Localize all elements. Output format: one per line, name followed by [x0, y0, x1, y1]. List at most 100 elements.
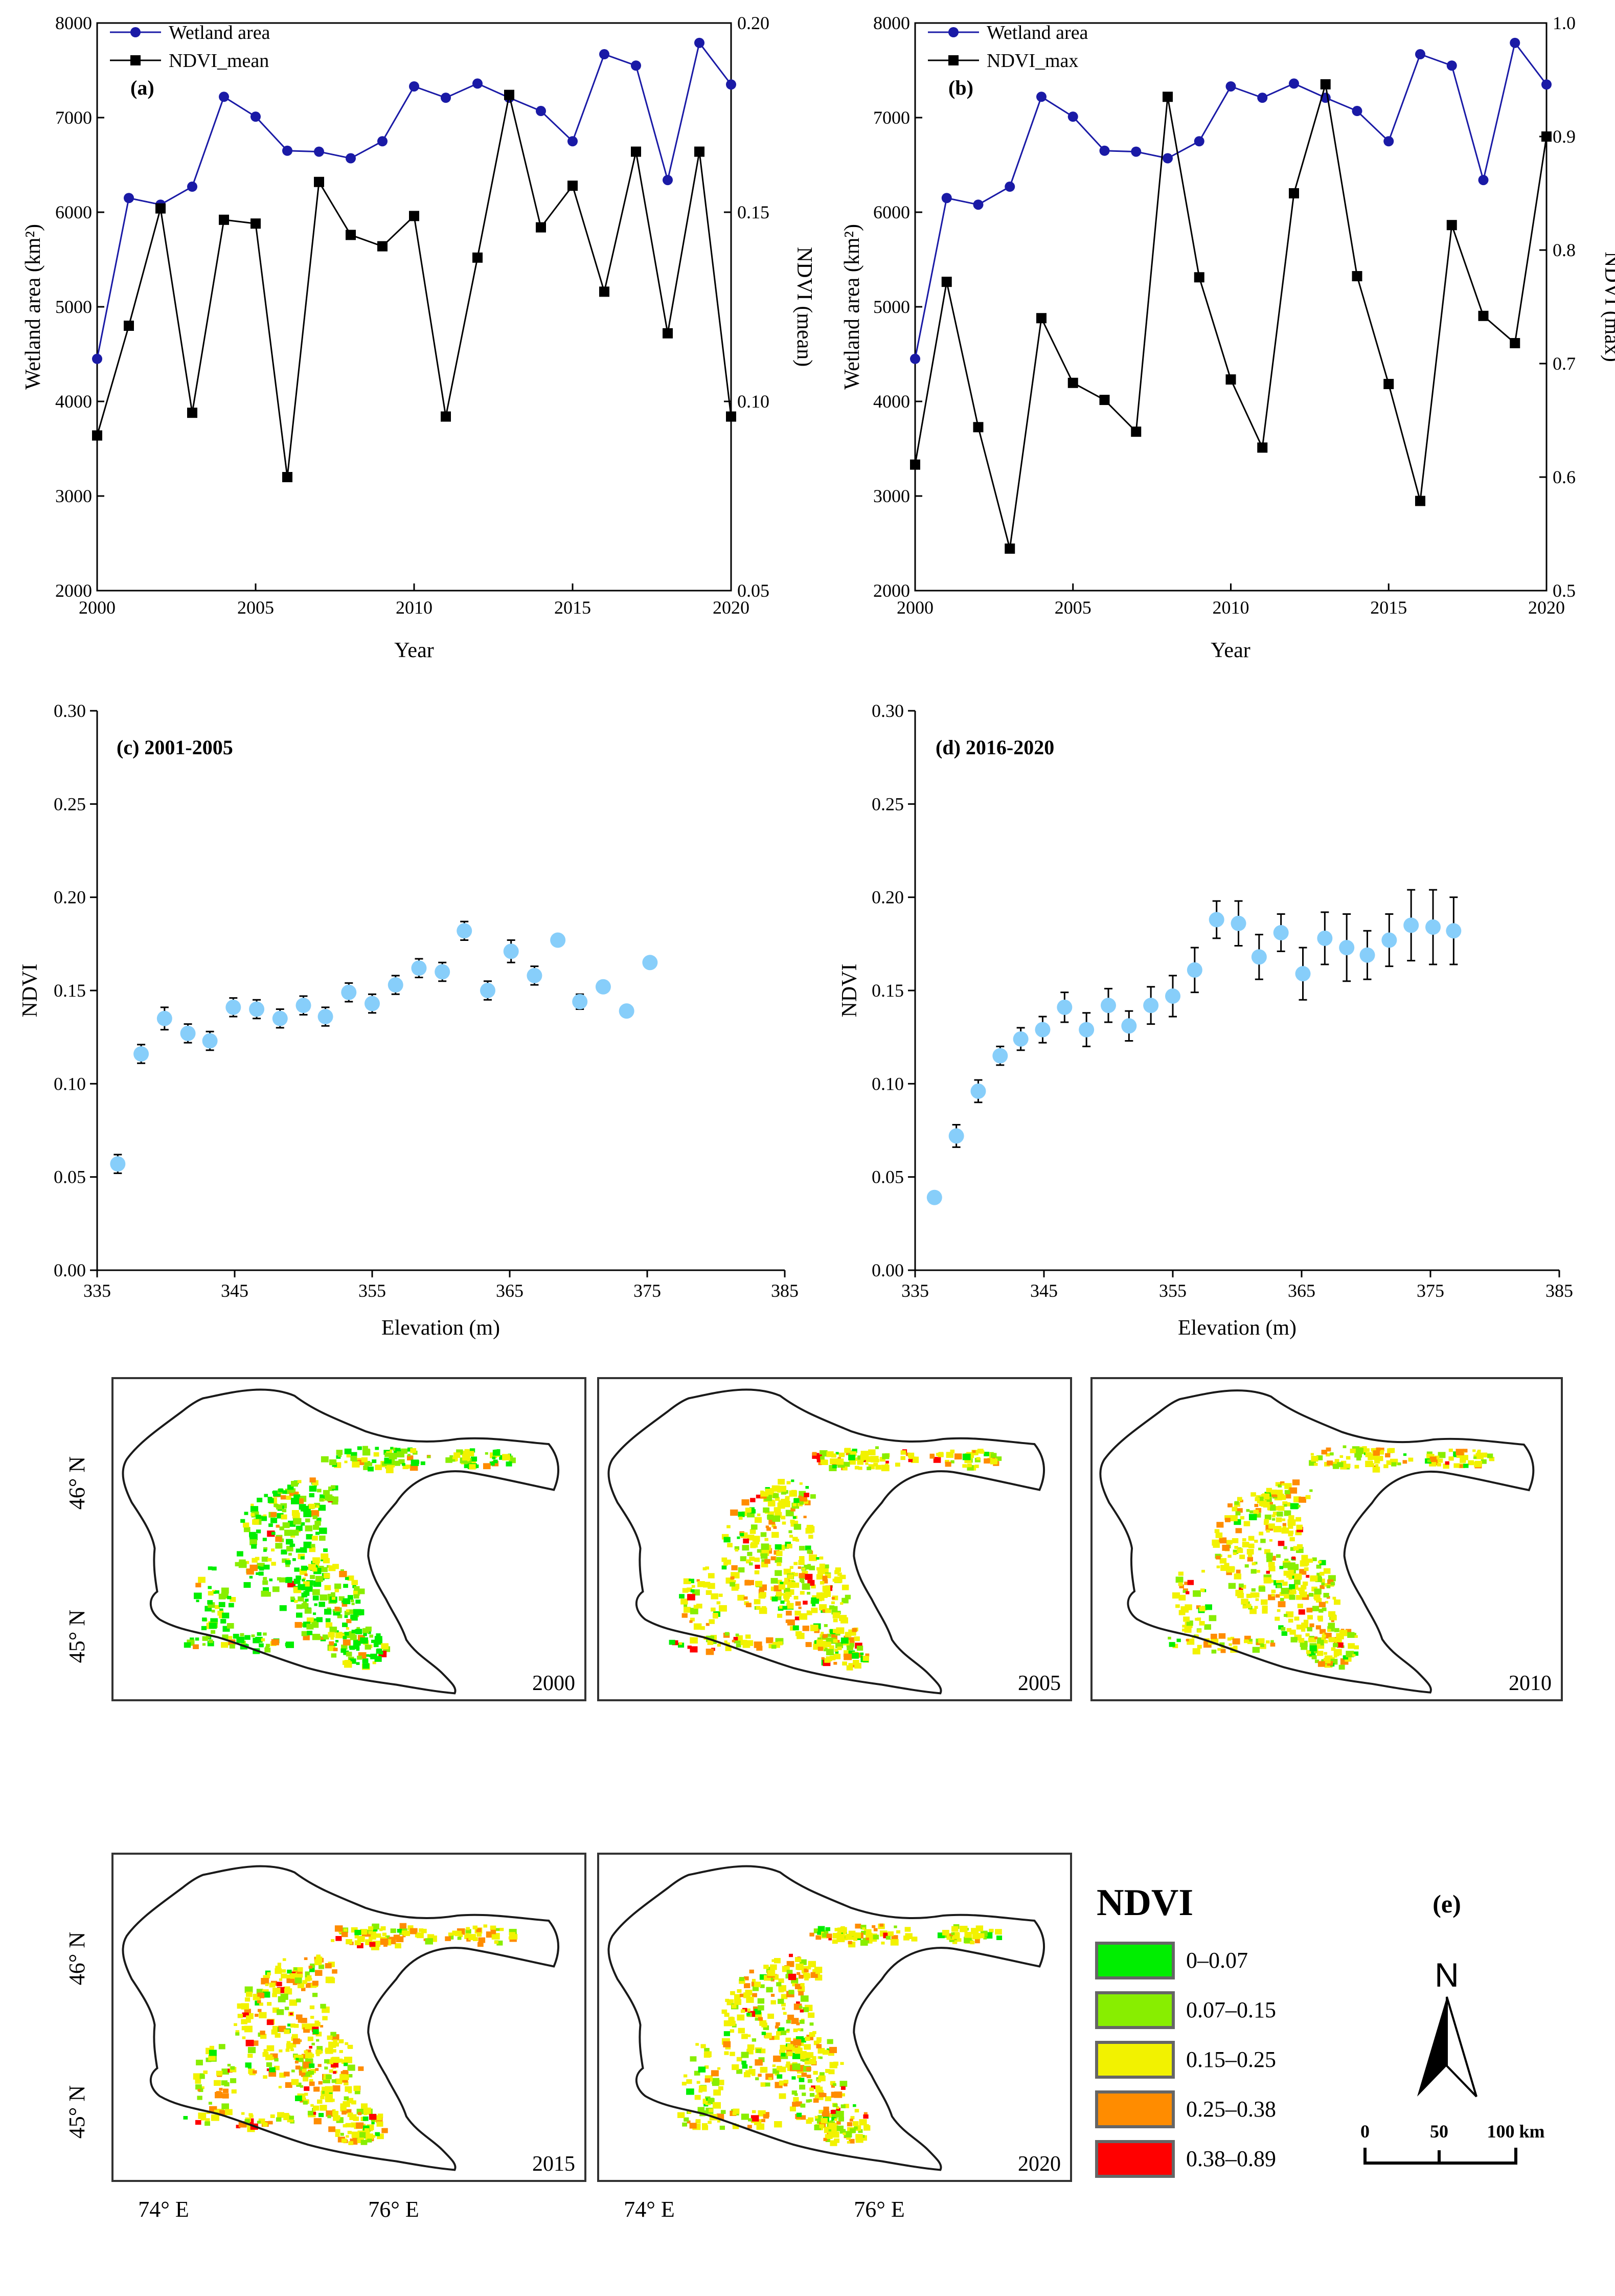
ndvi-pixel	[367, 2139, 372, 2143]
ndvi-pixel	[208, 1639, 213, 1644]
y-left-tick-label: 8000	[55, 13, 92, 33]
ndvi-pixel	[1314, 1659, 1320, 1663]
ndvi-pixel	[353, 1639, 361, 1646]
ndvi-pixel	[777, 1580, 782, 1584]
ndvi-pixel	[747, 2044, 755, 2050]
y-right-tick-label: 0.10	[737, 391, 769, 412]
ndvi-pixel	[783, 2083, 788, 2087]
ndvi-pixel	[211, 2114, 219, 2121]
ndvi-pixel	[315, 1956, 323, 1962]
ndvi-pixel	[1252, 1562, 1256, 1566]
ndvi-pixel	[763, 2114, 769, 2119]
ndvi-pixel	[1468, 1460, 1474, 1466]
ndvi-pixel	[489, 1461, 495, 1466]
legend-class-4: 0.25–0.38	[1186, 2097, 1276, 2122]
ndvi-pixel	[741, 1499, 749, 1506]
ndvi-pixel	[784, 1578, 789, 1582]
ndvi-pixel	[1264, 1549, 1270, 1555]
ndvi-pixel	[945, 1459, 949, 1464]
ndvi-pixel	[779, 1988, 784, 1993]
ndvi-pixel	[1305, 1633, 1310, 1637]
ndvi-pixel	[750, 1498, 756, 1502]
ndvi-pixel	[749, 1562, 753, 1566]
ndvi-pixel	[761, 2119, 765, 2123]
ndvi-pixel	[957, 1938, 962, 1942]
ndvi-pixel	[802, 2092, 806, 2096]
ndvi-pixel	[1333, 1649, 1342, 1656]
ndvi-pixel	[845, 1632, 852, 1637]
ndvi-pixel	[808, 2012, 815, 2018]
ndvi-pixel	[471, 1456, 477, 1462]
ndvi-pixel	[320, 1636, 325, 1640]
legend-title: NDVI	[1097, 1882, 1193, 1924]
ndvi-pixel	[313, 2118, 322, 2125]
ndvi-pixel	[849, 1643, 855, 1647]
ndvi-pixel	[826, 1451, 834, 1457]
ndvi-pixel	[964, 1457, 972, 1464]
ndvi-pixel	[329, 2069, 333, 2073]
ndvi-pixel	[268, 2121, 273, 2125]
ndvi-pixel	[844, 1650, 851, 1656]
ndvi-pixel	[829, 1645, 834, 1650]
ndvi-pixel	[1235, 1528, 1242, 1534]
ndvi-pixel	[313, 1620, 317, 1624]
ndvi-pixel	[779, 2066, 786, 2073]
ndvi-pixel	[325, 2086, 333, 2093]
ndvi-pixel	[218, 2044, 225, 2050]
ndvi-pixel	[802, 1626, 809, 1631]
ndvi-pixel	[490, 1925, 496, 1930]
ndvi-pixel	[266, 2062, 272, 2067]
ndvi-pixel	[1283, 1562, 1290, 1568]
ndvi-pixel	[740, 1533, 744, 1537]
ndvi-pixel	[868, 1464, 875, 1470]
ndvi-pixel	[697, 2107, 705, 2113]
ndvi-pixel	[1327, 1661, 1333, 1666]
ndvi-pixel	[1242, 1605, 1247, 1609]
ndvi-pixel	[362, 1663, 370, 1669]
ndvi-pixel	[686, 2088, 694, 2095]
ndvi-pixel	[1244, 1639, 1248, 1644]
ndvi-pixel	[357, 2132, 366, 2139]
ndvi-elevation-point	[1079, 1022, 1095, 1038]
ndvi-pixel	[278, 1488, 283, 1493]
ndvi-pixel	[333, 2071, 336, 2074]
ndvi-pixel	[989, 1928, 994, 1933]
ndvi-pixel	[286, 1558, 290, 1561]
ndvi-pixel	[203, 2070, 208, 2074]
ndvi-pixel	[687, 1587, 693, 1592]
ndvi-pixel	[786, 1544, 792, 1548]
ndvi-pixel	[330, 1637, 334, 1640]
ndvi-pixel	[852, 1628, 857, 1632]
ndvi-pixel	[256, 1989, 263, 1994]
ndvi-pixel	[1354, 1635, 1358, 1638]
ndvi-pixel	[307, 1975, 312, 1979]
ndvi-pixel	[1429, 1456, 1437, 1462]
ndvi-pixel	[265, 1975, 270, 1978]
panel-d-y-label: NDVI	[838, 964, 861, 1018]
ndvi-pixel	[289, 2012, 293, 2015]
ndvi-pixel	[394, 1460, 400, 1466]
ndvi-pixel	[835, 1651, 839, 1654]
ndvi-pixel	[800, 2103, 806, 2108]
ndvi-pixel	[1182, 1628, 1186, 1632]
ndvi-pixel	[331, 1653, 337, 1658]
ndvi-pixel	[1391, 1462, 1397, 1467]
ndvi-pixel	[1455, 1449, 1464, 1455]
ndvi-pixel	[380, 1926, 386, 1930]
ndvi-pixel	[281, 1549, 287, 1555]
ndvi-pixel	[1263, 1577, 1271, 1584]
ndvi-pixel	[737, 1594, 745, 1601]
ndvi-pixel	[309, 1547, 316, 1552]
ndvi-pixel	[823, 2106, 829, 2111]
ndvi-pixel	[808, 2099, 812, 2102]
ndvi-point	[663, 328, 673, 339]
ndvi-pixel	[313, 1580, 322, 1587]
ndvi-pixel	[215, 1605, 220, 1609]
ndvi-pixel	[900, 1456, 905, 1460]
ndvi-pixel	[492, 1456, 496, 1459]
ndvi-pixel	[202, 1636, 209, 1641]
ndvi-pixel	[1269, 1502, 1273, 1505]
ndvi-pixel	[894, 1925, 897, 1928]
ndvi-pixel	[299, 2070, 306, 2076]
ndvi-pixel	[804, 2044, 811, 2050]
